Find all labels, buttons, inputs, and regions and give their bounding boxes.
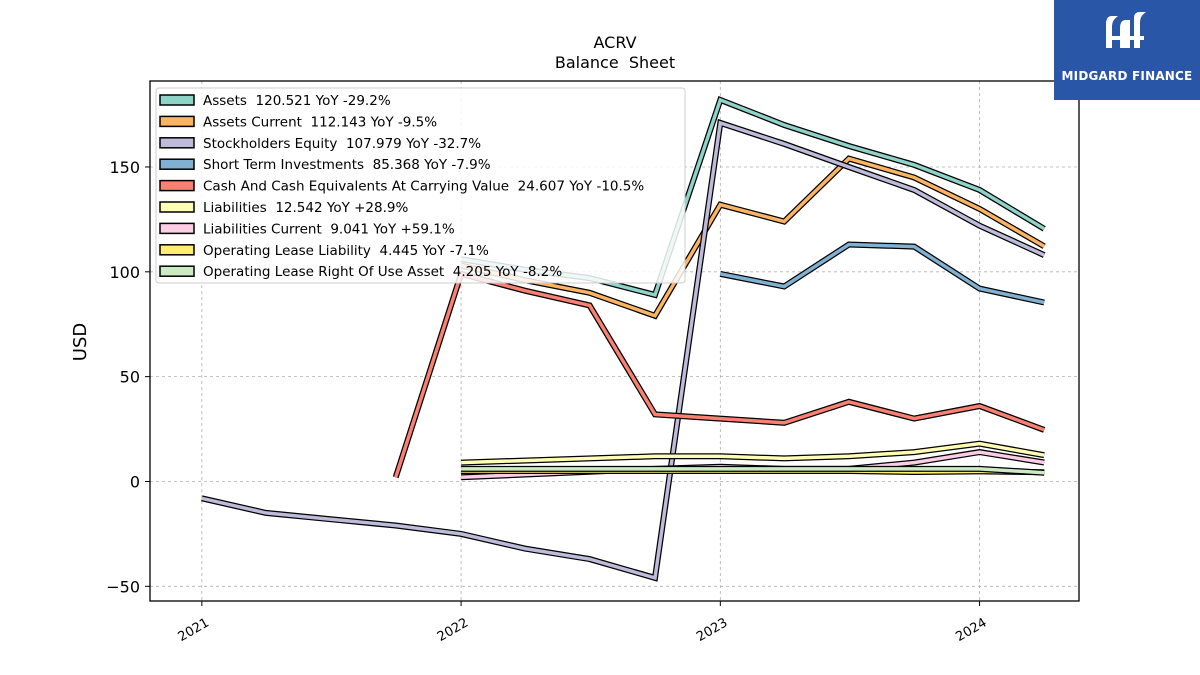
series-line [460, 156, 1046, 318]
y-tick-label: 100 [109, 263, 140, 282]
legend-label: Assets Current 112.143 YoY -9.5% [203, 114, 437, 130]
series-line [719, 242, 1045, 305]
x-tick-label: 2023 [694, 615, 730, 645]
legend-swatch [159, 115, 195, 128]
chart-subtitle: Balance Sheet [555, 53, 675, 72]
brand-name: MIDGARD FINANCE [1061, 69, 1193, 83]
legend-label: Cash And Cash Equivalents At Carrying Va… [203, 179, 644, 195]
series-line [461, 441, 1045, 465]
series-line [461, 467, 1045, 475]
legend-swatch [159, 265, 195, 277]
legend-swatch [159, 244, 195, 256]
y-tick-label: 150 [109, 158, 140, 177]
legend-swatch [159, 94, 195, 106]
legend-label: Short Term Investments 85.368 YoY -7.9% [203, 157, 491, 173]
legend-label: Stockholders Equity 107.979 YoY -32.7% [203, 136, 481, 152]
brand-logo: MIDGARD FINANCE [1054, 0, 1200, 100]
legend-swatch [159, 158, 195, 170]
series-line [201, 120, 1045, 581]
x-tick-label: 2022 [435, 615, 471, 645]
legend-swatch [159, 201, 195, 213]
plot-frame [149, 80, 1080, 602]
y-tick-label: 0 [130, 472, 140, 491]
mf-monogram-icon [1106, 12, 1146, 48]
legend-swatch [159, 222, 195, 235]
legend-box [155, 87, 686, 284]
chart-title: ACRV [593, 33, 636, 52]
y-axis-label: USD [70, 323, 91, 361]
series-lines [201, 95, 1046, 582]
y-tick-label: 50 [120, 368, 140, 387]
legend-label: Liabilities Current 9.041 YoY +59.1% [203, 221, 455, 237]
y-tick-label: −50 [106, 577, 140, 596]
legend-label: Assets 120.521 YoY -29.2% [203, 93, 391, 109]
series-line [394, 271, 1045, 478]
legend-label: Liabilities 12.542 YoY +28.9% [203, 200, 408, 216]
legend: Assets 120.521 YoY -29.2% Assets Current … [155, 87, 686, 284]
legend-swatch [159, 137, 195, 149]
x-tick-label: 2024 [953, 615, 989, 645]
legend-label: Operating Lease Right Of Use Asset 4.205… [203, 264, 562, 280]
legend-label: Operating Lease Liability 4.445 YoY -7.1… [203, 243, 489, 259]
legend-swatch [159, 179, 195, 192]
x-tick-label: 2021 [176, 615, 212, 645]
